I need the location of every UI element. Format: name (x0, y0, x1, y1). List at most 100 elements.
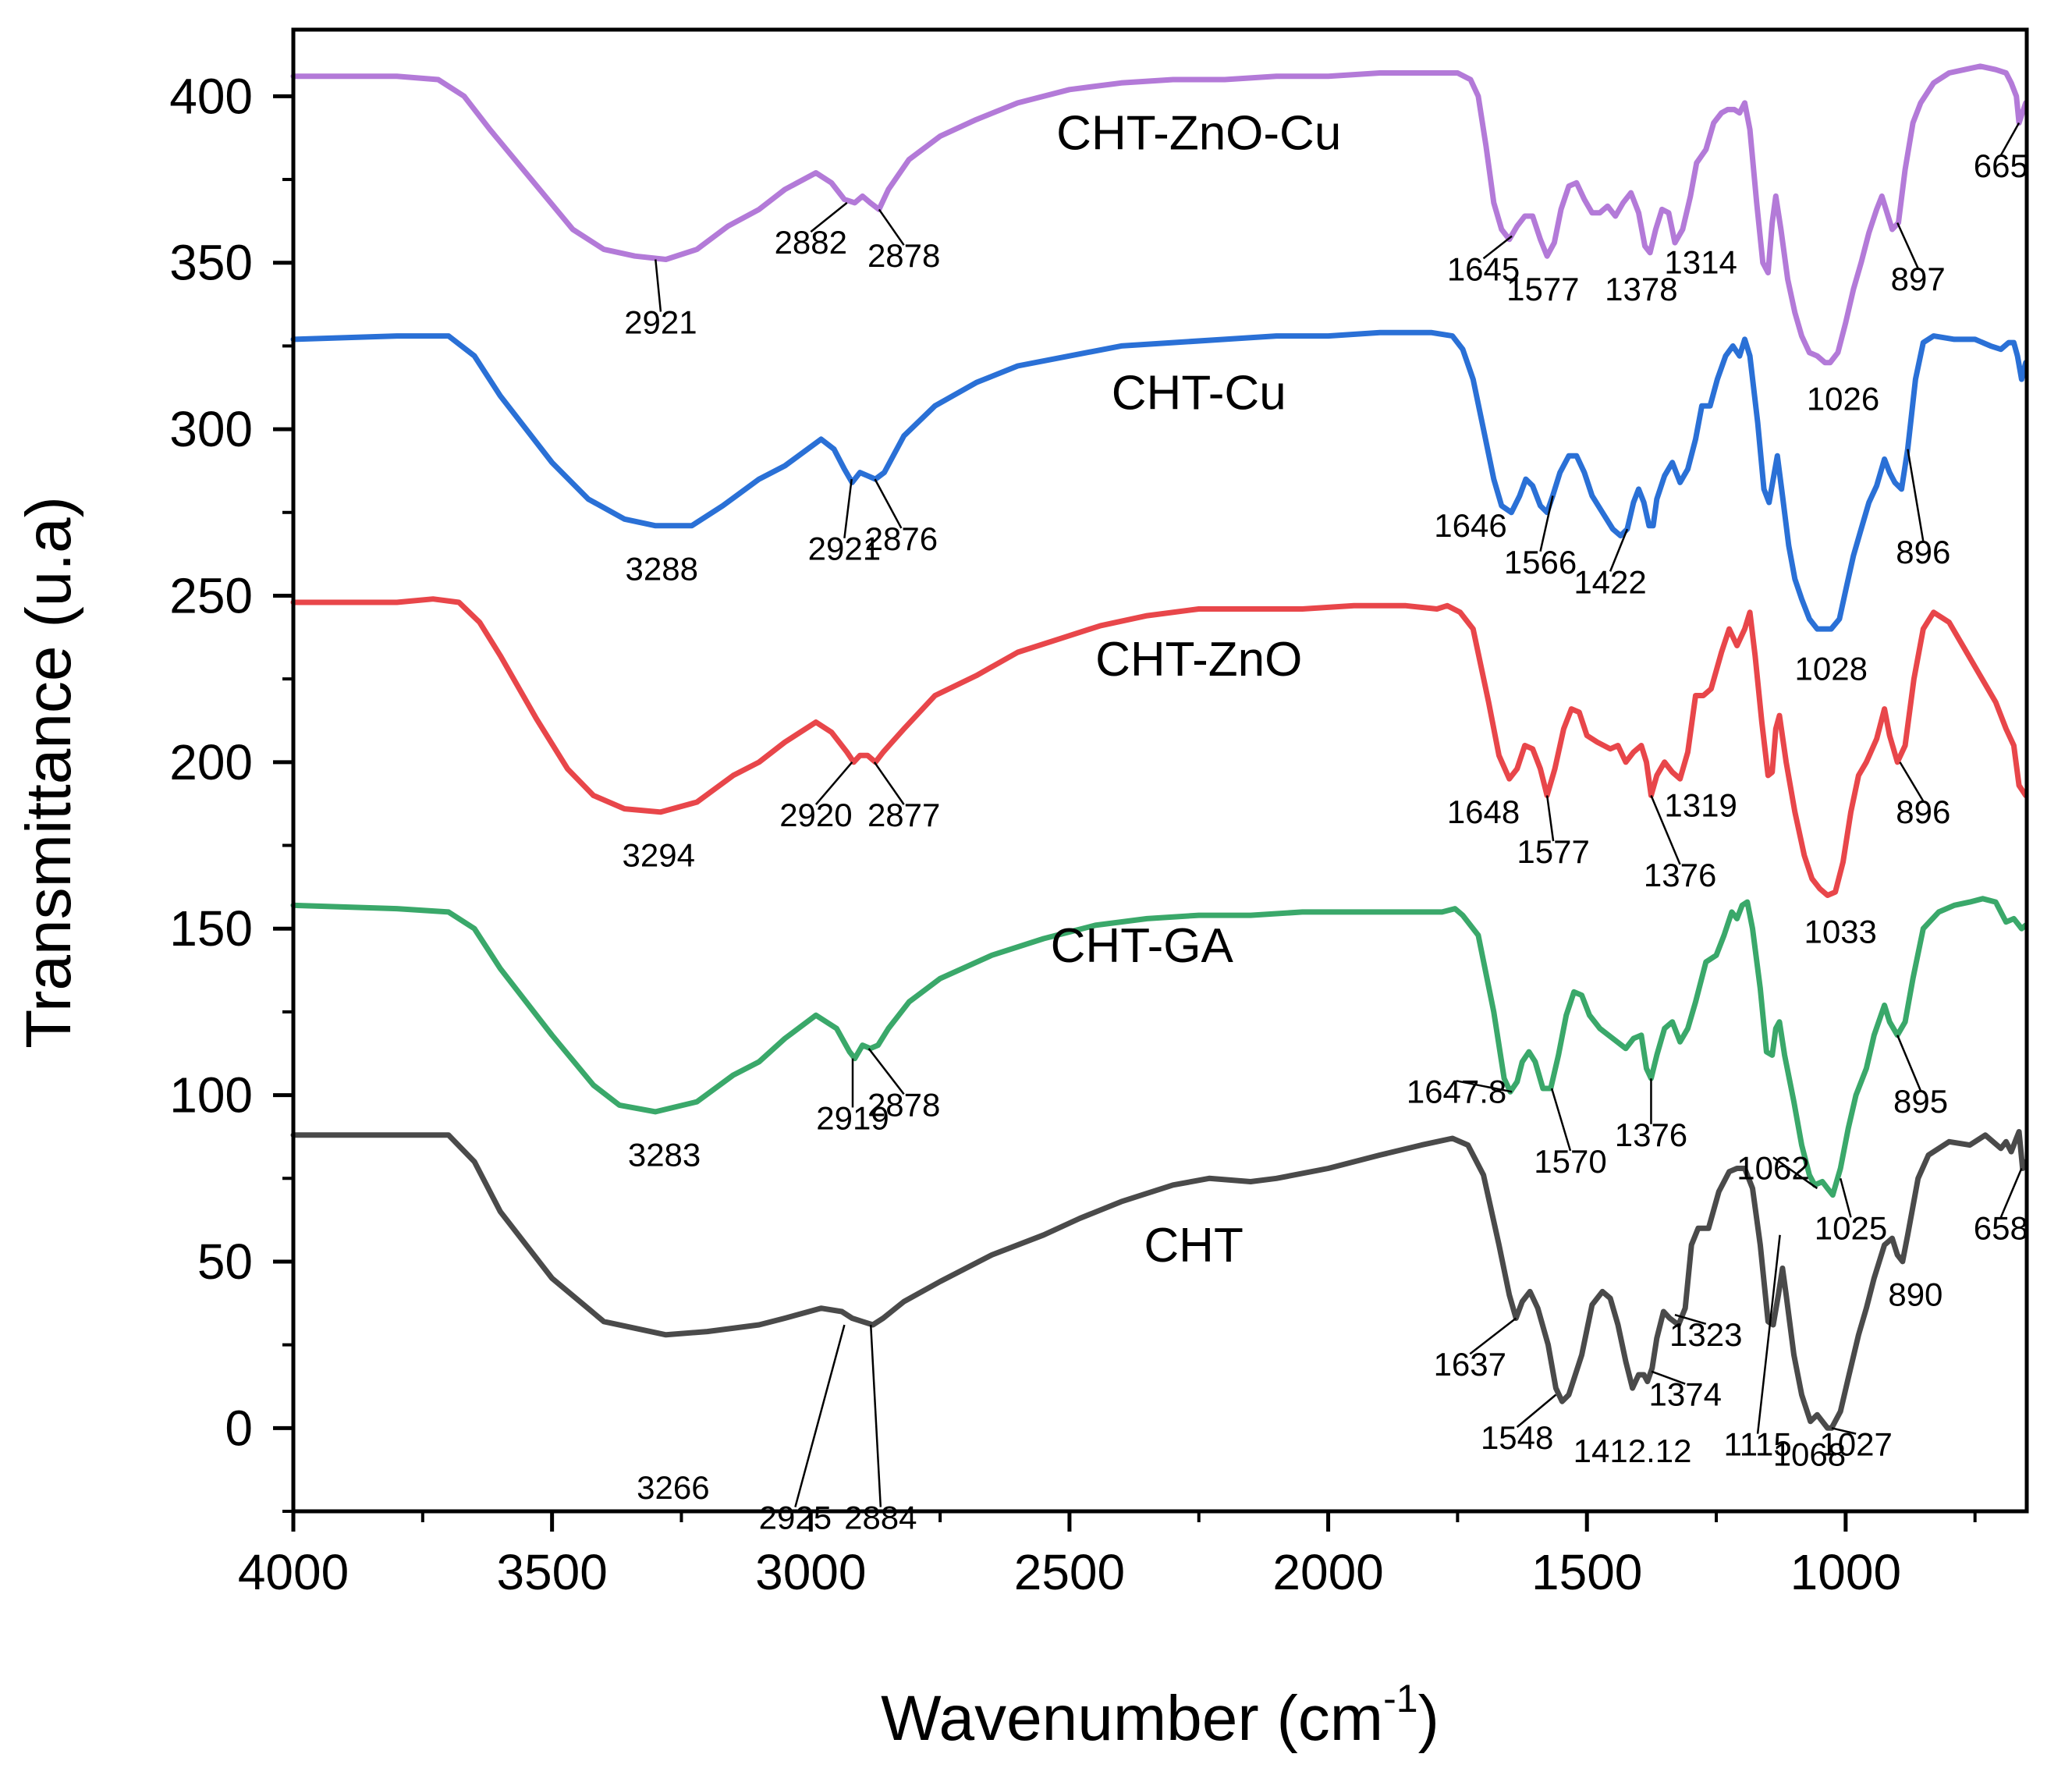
peak-label: 2920 (779, 797, 852, 833)
peak-label: 896 (1896, 534, 1950, 570)
peak-label: 2925 (759, 1500, 832, 1536)
peak-leader-line (1469, 1317, 1517, 1355)
peak-label: 1323 (1669, 1316, 1742, 1353)
peak-leader-line (1516, 1393, 1557, 1429)
x-axis-title-main: Wavenumber (cm (881, 1683, 1383, 1754)
peak-label: 2884 (844, 1500, 917, 1536)
peak-leader-line (1539, 495, 1554, 552)
y-tick-label: 300 (169, 401, 253, 457)
peak-label: 1028 (1795, 650, 1868, 687)
peak-label: 3288 (626, 550, 698, 587)
peak-label: 1422 (1574, 563, 1646, 600)
peak-label: 895 (1893, 1083, 1948, 1120)
peak-label: 2921 (624, 304, 697, 341)
peak-label: 1645 (1447, 250, 1520, 287)
peak-label: 1648 (1447, 793, 1520, 830)
annotation-layer: CHT 3266 2925 2884 1637 1548 1412.12 1374 1323 11… (623, 107, 2028, 1536)
peak-label: 1548 (1481, 1419, 1553, 1456)
y-tick-label: 200 (169, 734, 253, 790)
peak-leader-line (1840, 1177, 1852, 1218)
peak-leader-line (655, 259, 662, 312)
peak-leader-line (873, 762, 905, 805)
x-tick-label: 1500 (1531, 1544, 1642, 1600)
peak-label: 1646 (1434, 507, 1506, 544)
peak-leader-line (1831, 1427, 1857, 1435)
peak-label: 1566 (1504, 544, 1577, 580)
peak-leader-line (1772, 1156, 1818, 1190)
peak-leader-line (810, 201, 848, 233)
peak-leader-line (869, 1324, 882, 1507)
peak-leader-line (1999, 122, 2021, 156)
y-tick-label: 350 (169, 235, 253, 291)
y-tick-label: 0 (225, 1400, 253, 1456)
series-label-cht-zno: CHT-ZnO (1095, 633, 1302, 687)
peak-leader-line (1651, 1370, 1686, 1385)
peak-label: 1577 (1506, 271, 1579, 307)
peak-label: 2882 (775, 224, 847, 261)
peak-label: 1115 (1723, 1426, 1791, 1463)
peak-label: 1027 (1819, 1426, 1892, 1463)
series-line-cht-ga (290, 896, 2029, 1198)
plot-frame (291, 27, 2029, 1514)
series-layer (290, 63, 2029, 1431)
peak-leader-line (1756, 1234, 1781, 1434)
series-label-cht-ga: CHT-GA (1051, 919, 1234, 973)
y-tick-label: 250 (169, 567, 253, 623)
y-axis-title: Transmittance (u.a) (13, 496, 84, 1049)
peak-label: 2876 (865, 520, 938, 557)
peak-label: 3294 (623, 836, 695, 873)
x-tick-label: 3000 (755, 1544, 866, 1600)
peak-label: 1314 (1664, 244, 1737, 281)
x-axis-title: Wavenumber (cm-1) (881, 1677, 1439, 1754)
x-tick-label: 2500 (1014, 1544, 1125, 1600)
y-tick-label: 50 (197, 1234, 253, 1290)
peak-label: 897 (1891, 261, 1946, 297)
x-tick-label: 2000 (1272, 1544, 1383, 1600)
peak-label: 1412.12 (1574, 1433, 1692, 1469)
peak-leader-line (1456, 1080, 1513, 1093)
peak-label: 1026 (1807, 381, 1879, 417)
peak-label: 3283 (628, 1136, 701, 1173)
peak-leader-line (1999, 1167, 2023, 1218)
x-axis-title-superscript: -1 (1383, 1677, 1417, 1720)
peak-leader-line (1650, 795, 1681, 865)
peak-label: 1062 (1737, 1149, 1809, 1186)
x-tick-label: 4000 (238, 1544, 349, 1600)
y-axis: 0 50 100 150 200 250 300 350 400 (169, 68, 293, 1513)
peak-label: 1376 (1644, 857, 1716, 893)
peak-label: 2919 (816, 1099, 889, 1136)
peak-label: 2877 (867, 797, 940, 833)
peak-leader-line (814, 762, 853, 805)
x-axis: 4000 3500 3000 2500 2000 1500 1000 (238, 1511, 1977, 1600)
peak-label: 1374 (1649, 1376, 1722, 1413)
peak-label: 1637 (1434, 1346, 1506, 1383)
peak-leader-line (1609, 528, 1629, 572)
peak-leader-line (843, 478, 853, 538)
peak-label: 1025 (1815, 1209, 1887, 1246)
peak-leader-line (1907, 449, 1925, 542)
series-line-cht (290, 1129, 2029, 1431)
peak-label: 1647.8 (1407, 1073, 1506, 1109)
peak-leader-line (1550, 1088, 1572, 1152)
peak-leader-line (1482, 235, 1513, 260)
series-line-cht-zno-cu (290, 63, 2029, 366)
peak-label: 1068 (1773, 1436, 1846, 1472)
y-tick-label: 150 (169, 900, 253, 957)
peak-label: 3266 (637, 1469, 709, 1506)
peak-leader-line (867, 1048, 905, 1095)
y-tick-label: 100 (169, 1067, 253, 1124)
peak-leader-line (794, 1324, 846, 1507)
peak-label: 658 (1974, 1209, 2028, 1246)
peak-leader-line (1896, 222, 1919, 269)
peak-label: 2921 (808, 531, 881, 567)
peak-label: 665 (1974, 147, 2028, 184)
y-tick-label: 400 (169, 68, 253, 124)
peak-label: 896 (1896, 793, 1950, 830)
x-axis-title-close: ) (1418, 1683, 1439, 1754)
series-label-cht-zno-cu: CHT-ZnO-Cu (1056, 107, 1341, 161)
series-label-cht-cu: CHT-Cu (1112, 366, 1286, 420)
peak-label: 1033 (1804, 913, 1876, 950)
peak-leader-line (1674, 1314, 1707, 1326)
